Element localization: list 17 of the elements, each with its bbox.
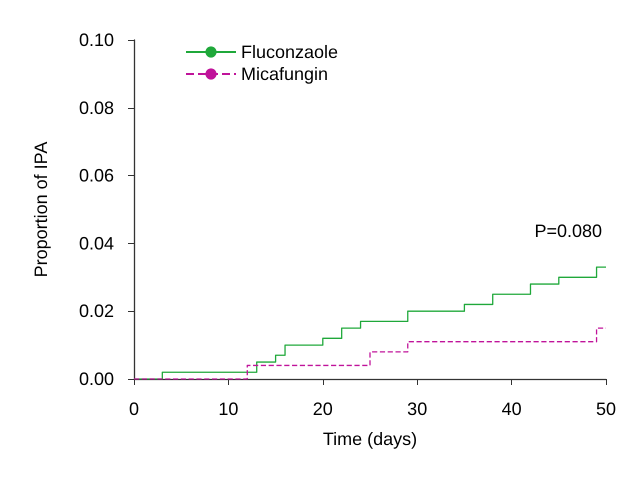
annotation: P=0.080	[534, 221, 602, 241]
legend-label: Micafungin	[241, 64, 328, 84]
x-tick-label: 30	[407, 399, 428, 419]
x-tick-label: 20	[312, 399, 333, 419]
y-tick-label: 0.10	[78, 30, 114, 50]
x-tick-label: 10	[218, 399, 238, 419]
y-tick-label: 0.04	[78, 233, 114, 254]
legend-label: Fluconzaole	[241, 42, 338, 62]
y-tick-label: 0.06	[78, 166, 114, 186]
y-axis-title: Proportion of IPA	[31, 142, 51, 278]
x-tick-label: 40	[502, 399, 522, 419]
x-axis-title: Time (days)	[322, 429, 418, 449]
x-tick-label: 0	[128, 399, 140, 419]
y-tick-label: 0.00	[78, 369, 114, 389]
y-tick-label: 0.02	[78, 301, 114, 322]
x-tick-label: 50	[596, 399, 616, 419]
y-tick-label: 0.08	[78, 98, 114, 118]
